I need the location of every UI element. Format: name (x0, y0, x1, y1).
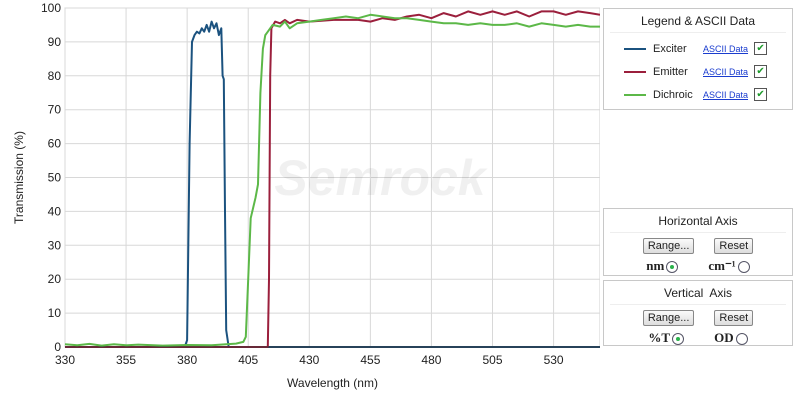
legend-swatch (624, 93, 646, 96)
legend-swatch (624, 70, 646, 73)
check-icon: ✔ (756, 88, 765, 100)
percent-t-label: %T (648, 330, 671, 345)
y-tick-label: 0 (54, 340, 61, 354)
x-tick-label: 380 (177, 353, 197, 367)
ascii-data-link[interactable]: ASCII Data (703, 66, 749, 77)
horizontal-reset-button[interactable]: Reset (714, 238, 754, 254)
legend-item-emitter: Emitter ASCII Data ✔ (604, 60, 792, 83)
y-tick-label: 20 (48, 272, 62, 286)
x-tick-label: 530 (544, 353, 564, 367)
x-tick-label: 480 (421, 353, 441, 367)
check-icon: ✔ (756, 42, 765, 54)
percent-t-radio-option[interactable]: %T (648, 330, 685, 346)
horizontal-axis-title: Horizontal Axis (610, 209, 786, 233)
x-tick-label: 505 (482, 353, 502, 367)
ascii-data-link[interactable]: ASCII Data (703, 43, 749, 54)
percent-t-radio[interactable] (672, 333, 685, 346)
series-line-emitter (65, 10, 600, 348)
series-visibility-checkbox[interactable]: ✔ (754, 65, 768, 78)
legend-label: Exciter (653, 42, 687, 55)
nm-radio-option[interactable]: nm (646, 258, 679, 274)
check-icon: ✔ (756, 65, 765, 77)
cm-radio-option[interactable]: cm⁻¹ (708, 258, 750, 274)
y-tick-label: 70 (48, 103, 62, 117)
series-line-exciter (65, 20, 600, 348)
nm-radio[interactable] (666, 261, 679, 274)
legend-panel: Legend & ASCII Data Exciter ASCII Data ✔… (603, 8, 793, 110)
y-axis-label: Transmission (%) (12, 131, 26, 224)
od-label: OD (714, 330, 734, 345)
series-line-dichroic (64, 13, 600, 347)
vertical-range-button[interactable]: Range... (642, 310, 695, 326)
x-tick-label: 405 (238, 353, 258, 367)
y-tick-label: 30 (48, 238, 62, 252)
legend-item-dichroic: Dichroic ASCII Data ✔ (604, 83, 792, 106)
series-visibility-checkbox[interactable]: ✔ (754, 88, 768, 101)
y-tick-label: 40 (48, 204, 62, 218)
vertical-reset-button[interactable]: Reset (714, 310, 754, 326)
legend-label: Dichroic (653, 88, 693, 101)
legend-label: Emitter (653, 65, 688, 78)
x-axis-label: Wavelength (nm) (287, 376, 378, 390)
semrock-watermark-logo: Semrock (274, 150, 487, 206)
horizontal-axis-panel: Horizontal Axis Range... Reset nm cm⁻¹ (603, 208, 793, 276)
vertical-axis-panel: Vertical Axis Range... Reset %T OD (603, 280, 793, 346)
y-tick-label: 10 (48, 306, 62, 320)
horizontal-range-button[interactable]: Range... (642, 238, 695, 254)
od-radio-option[interactable]: OD (714, 330, 748, 346)
cm-label: cm⁻¹ (708, 258, 736, 273)
x-tick-label: 430 (299, 353, 319, 367)
y-tick-label: 100 (41, 1, 61, 15)
ascii-data-link[interactable]: ASCII Data (703, 89, 749, 100)
y-tick-label: 90 (48, 35, 62, 49)
legend-title: Legend & ASCII Data (610, 9, 786, 33)
legend-swatch (624, 47, 646, 50)
y-tick-label: 60 (48, 137, 62, 151)
y-tick-label: 50 (48, 171, 62, 185)
transmission-chart: 0 10 20 30 40 50 60 70 80 90 100 330 355 380 405 430 455… (12, 1, 600, 390)
cm-radio[interactable] (737, 261, 750, 274)
y-tick-label: 80 (48, 69, 62, 83)
od-radio[interactable] (735, 333, 748, 346)
legend-item-exciter: Exciter ASCII Data ✔ (604, 37, 792, 60)
x-tick-label: 355 (116, 353, 136, 367)
nm-label: nm (646, 258, 665, 273)
x-tick-label: 330 (55, 353, 75, 367)
vertical-axis-title: Vertical Axis (610, 281, 786, 305)
x-tick-label: 455 (360, 353, 380, 367)
series-visibility-checkbox[interactable]: ✔ (754, 42, 768, 55)
